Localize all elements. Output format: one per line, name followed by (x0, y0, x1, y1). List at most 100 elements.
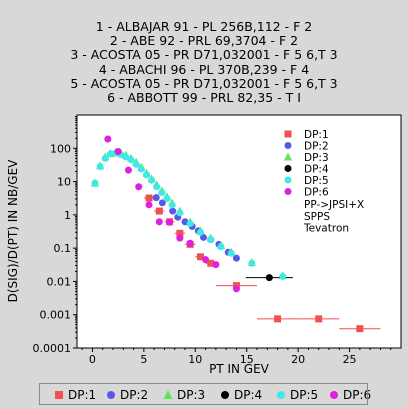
data-point (124, 166, 132, 174)
data-point (155, 207, 163, 215)
bottom-legend-frame (39, 383, 368, 405)
bottom-legend-label: DP:3 (177, 388, 205, 402)
data-point (196, 253, 204, 261)
x-tick-label: 0 (89, 353, 96, 366)
data-point (265, 274, 273, 282)
data-point (356, 325, 364, 333)
data-point (132, 160, 140, 168)
plot-area (76, 114, 402, 349)
reference-line-6: 6 - ABBOTT 99 - PRL 82,35 - T I (107, 90, 301, 106)
bottom-legend-marker (330, 391, 338, 399)
data-point (106, 150, 114, 158)
data-point (153, 183, 161, 191)
data-point (101, 154, 109, 162)
bottom-legend-label: DP:2 (120, 388, 148, 402)
data-point (163, 195, 171, 203)
data-point (169, 207, 177, 215)
data-point (96, 163, 104, 171)
annotation-text: PP->JPSI+X (304, 199, 364, 211)
y-tick-label: 0.001 (40, 309, 72, 322)
data-point (196, 228, 204, 236)
y-tick-label: 10 (57, 176, 71, 189)
data-point (168, 201, 176, 209)
x-axis-title: PT IN GEV (209, 362, 270, 376)
data-point (227, 249, 235, 257)
data-point (127, 156, 135, 164)
bottom-legend-label: DP:6 (343, 388, 371, 402)
data-point (155, 218, 163, 226)
legend-marker (284, 142, 292, 149)
legend-marker (284, 130, 292, 138)
y-tick-label: 0.1 (54, 242, 72, 255)
bottom-legend-marker (277, 391, 285, 399)
reference-list: 1 - ALBAJAR 91 - PL 256B,112 - F 2 2 - A… (0, 19, 408, 106)
bottom-legend-label: DP:5 (290, 388, 318, 402)
legend-label: DP:4 (304, 164, 329, 176)
bottom-legend-label: DP:1 (68, 388, 96, 402)
bottom-legend-marker (107, 391, 115, 399)
reference-line-2: 2 - ABE 92 - PRL 69,3704 - F 2 (109, 33, 299, 49)
x-tick-label: 10 (188, 353, 202, 366)
data-point (212, 261, 220, 269)
data-point (122, 153, 130, 161)
axes: 0 5 10 15 20 25 0.0001 0.001 0.01 0.1 1 10 100 (33, 116, 392, 366)
y-tick-label: 100 (50, 142, 71, 155)
reference-line-4: 4 - ABACHI 96 - PL 370B,239 - F 4 (98, 61, 310, 77)
y-axis-title: D(SIG)/D(PT) IN NB/GEV (6, 159, 20, 303)
x-tick-label: 20 (291, 353, 305, 366)
y-tick-label: 0.01 (47, 275, 72, 288)
data-point (145, 201, 153, 209)
data-point (114, 148, 122, 156)
y-tick-label: 0.0001 (33, 342, 72, 355)
legend-label: DP:2 (304, 141, 329, 153)
y-tick-label: 1 (64, 209, 71, 222)
bottom-legend-marker (55, 391, 63, 399)
data-point (232, 254, 240, 262)
data-point (207, 259, 215, 267)
data-point (248, 259, 256, 267)
data-point (158, 199, 166, 207)
x-tick-label: 25 (343, 353, 357, 366)
legend-marker (284, 176, 292, 184)
bottom-legend-marker (163, 390, 173, 399)
reference-line-1: 1 - ALBAJAR 91 - PL 256B,112 - F 2 (95, 19, 313, 34)
data-point (176, 234, 184, 242)
bottom-legend-label: DP:4 (234, 388, 262, 402)
legend-label: DP:6 (304, 187, 329, 199)
data-point (104, 135, 112, 143)
data-point (186, 239, 194, 247)
series-dp5 (91, 149, 287, 281)
data-point (176, 229, 184, 237)
x-tick-label: 5 (140, 353, 147, 366)
data-point (186, 219, 194, 227)
data-layer (91, 135, 381, 333)
reference-line-3: 3 - ACOSTA 05 - PR D71,032001 - F 5 6,T … (70, 47, 338, 63)
data-point (200, 233, 208, 241)
legend-marker (284, 152, 292, 161)
data-point (176, 209, 184, 217)
legend-marker (284, 188, 292, 195)
data-point (166, 218, 174, 226)
data-point (217, 243, 225, 251)
x-tick-label: 15 (240, 353, 254, 366)
data-point (274, 315, 282, 323)
data-point (137, 165, 145, 173)
data-point (142, 171, 150, 179)
annotation-text: SPPS (304, 211, 330, 223)
data-point (315, 315, 323, 323)
bottom-legend-marker (221, 391, 229, 399)
data-point (135, 183, 143, 191)
series-dp6 (104, 135, 240, 293)
data-point (279, 273, 287, 281)
bottom-legend: DP:1 DP:2 DP:3 DP:4 DP:5 DP:6 (55, 388, 371, 402)
data-point (148, 176, 156, 184)
data-point (232, 285, 240, 293)
data-point (145, 194, 153, 202)
data-point (207, 236, 215, 244)
legend-label: DP:5 (304, 175, 329, 187)
data-point (152, 194, 160, 202)
legend-marker (284, 165, 292, 172)
inner-legend: DP:1DP:2DP:3DP:4DP:5DP:6PP->JPSI+XSPPSTe… (284, 129, 364, 235)
legend-label: DP:3 (304, 152, 329, 164)
